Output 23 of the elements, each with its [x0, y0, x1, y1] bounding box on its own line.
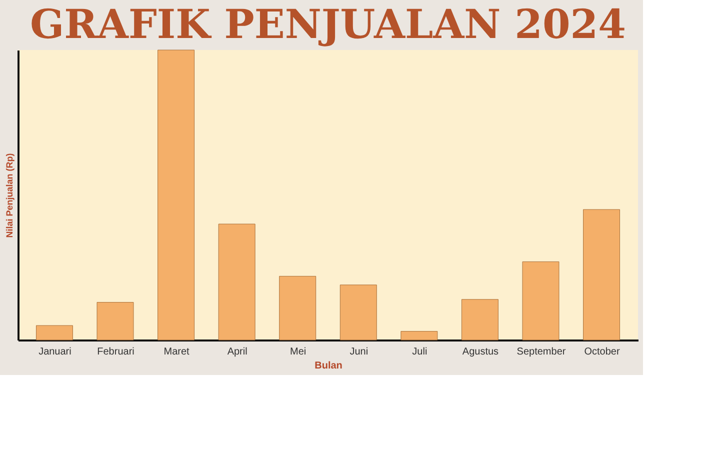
- x-tick-label: Mei: [290, 346, 306, 358]
- x-tick-label: Agustus: [462, 346, 499, 358]
- x-tick-label: Juli: [412, 346, 428, 358]
- bar: [218, 224, 256, 340]
- bar: [583, 209, 620, 340]
- bar: [36, 325, 73, 340]
- x-tick-label: September: [516, 346, 566, 358]
- x-tick-label: October: [584, 346, 620, 358]
- bar: [461, 299, 498, 340]
- x-tick-label: April: [227, 346, 248, 358]
- bar: [158, 50, 195, 340]
- bar: [279, 276, 316, 340]
- bar: [340, 284, 377, 340]
- x-tick-label: Februari: [97, 346, 134, 358]
- bar: [96, 302, 134, 340]
- y-axis-title: Nilai Penjualan (Rp): [4, 153, 14, 238]
- bar: [522, 261, 560, 340]
- x-tick-label: Januari: [38, 346, 72, 358]
- x-axis-title: Bulan: [314, 360, 342, 372]
- x-tick-label: Maret: [164, 346, 190, 358]
- chart-title: GRAFIK PENJUALAN 2024: [30, 0, 626, 48]
- bar: [400, 331, 438, 340]
- x-tick-label: Juni: [350, 346, 368, 358]
